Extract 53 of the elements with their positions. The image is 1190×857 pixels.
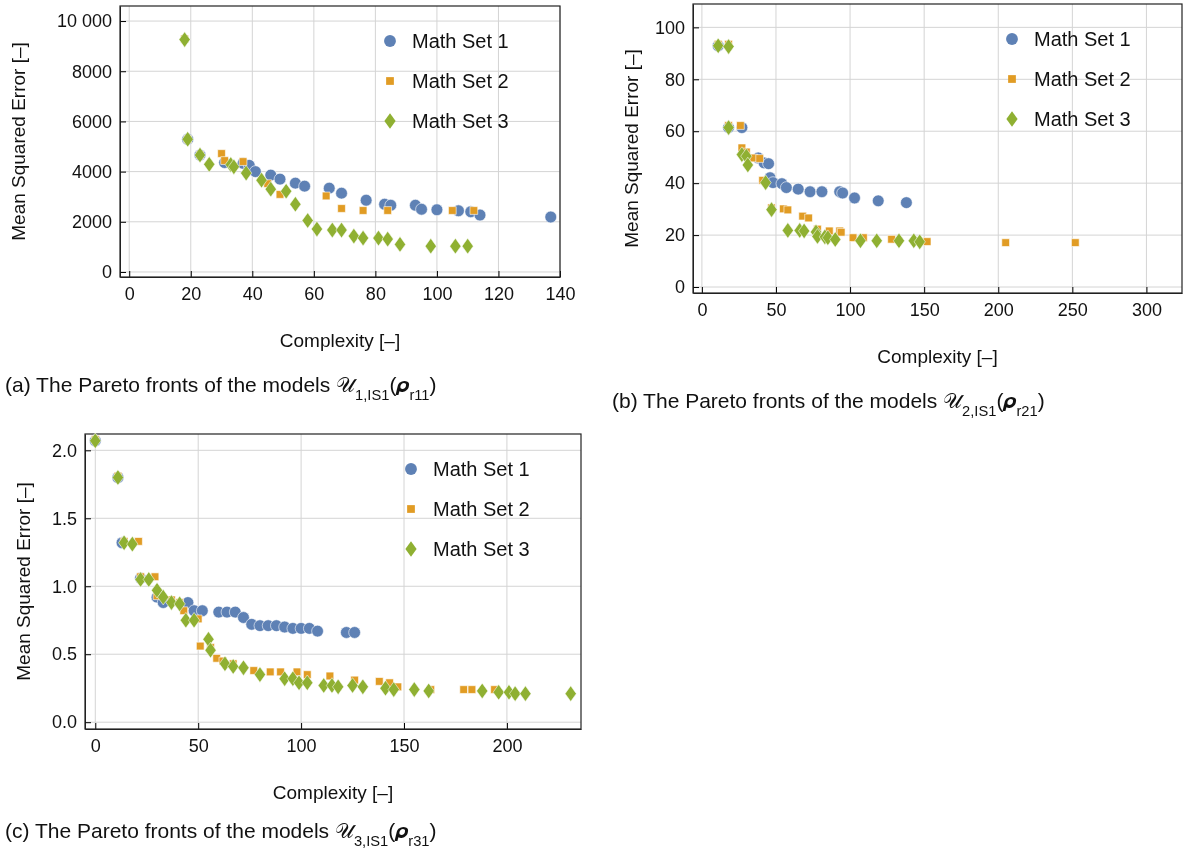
y-tick-label: 0 <box>101 262 112 283</box>
x-tick-label: 200 <box>983 299 1014 320</box>
y-tick-label: 0.5 <box>51 644 77 665</box>
legend-label: Math Set 2 <box>1034 68 1131 90</box>
legend-label: Math Set 3 <box>412 110 509 132</box>
x-tick-label: 20 <box>181 283 202 304</box>
y-tick-label: 2000 <box>71 212 112 233</box>
x-axis-title: Complexity [–] <box>272 782 394 803</box>
legend-label: Math Set 1 <box>1034 28 1131 50</box>
x-tick-label: 150 <box>909 299 940 320</box>
x-tick-label: 100 <box>286 735 317 756</box>
y-tick-label: 0.0 <box>51 712 77 733</box>
x-tick-label: 300 <box>1131 299 1162 320</box>
text: (b) The Pareto fronts of the models 𝒰$_{2,IS1}$(𝝆$_{r21}$) <box>612 389 1045 419</box>
x-tick-label: 60 <box>304 283 325 304</box>
x-tick-label: 120 <box>483 283 514 304</box>
x-tick-label: 140 <box>545 283 576 304</box>
x-tick-label: 100 <box>422 283 453 304</box>
x-axis-title: Complexity [–] <box>877 346 998 367</box>
legend-label: Math Set 3 <box>433 538 530 560</box>
y-tick-label: 2.0 <box>51 440 77 461</box>
y-tick-label: 8000 <box>71 61 112 82</box>
x-tick-label: 80 <box>365 283 386 304</box>
x-tick-label: 40 <box>242 283 263 304</box>
x-tick-label: 100 <box>835 299 866 320</box>
y-axis-title: Mean Squared Error [–] <box>621 49 642 248</box>
y-tick-label: 1.0 <box>51 576 77 597</box>
x-tick-label: 150 <box>389 735 420 756</box>
y-tick-label: 6000 <box>71 111 112 132</box>
legend-label: Math Set 1 <box>433 458 530 480</box>
legend-label: Math Set 3 <box>1034 108 1131 130</box>
x-tick-label: 50 <box>188 735 209 756</box>
x-tick-label: 0 <box>697 299 708 320</box>
legend-label: Math Set 2 <box>433 498 530 520</box>
x-tick-label: 50 <box>766 299 787 320</box>
y-tick-label: 40 <box>664 173 685 194</box>
y-tick-label: 80 <box>664 69 685 90</box>
y-tick-label: 60 <box>664 121 685 142</box>
x-tick-label: 250 <box>1057 299 1088 320</box>
x-tick-label: 200 <box>492 735 523 756</box>
y-tick-label: 100 <box>654 17 685 38</box>
y-axis-title: Mean Squared Error [–] <box>8 42 29 241</box>
text: (c) The Pareto fronts of the models 𝒰$_{3,IS1}$(𝝆$_{r31}$) <box>5 819 437 849</box>
y-tick-label: 1.5 <box>51 508 77 529</box>
legend-label: Math Set 2 <box>412 70 509 92</box>
legend-label: Math Set 1 <box>412 30 509 52</box>
y-tick-label: 10 000 <box>56 11 112 32</box>
text: (a) The Pareto fronts of the models 𝒰$_{1,IS1}$(𝝆$_{r11}$) <box>5 373 437 403</box>
y-tick-label: 4000 <box>71 161 112 182</box>
x-axis-title: Complexity [–] <box>279 330 401 351</box>
y-tick-label: 20 <box>664 225 685 246</box>
x-tick-label: 0 <box>124 283 135 304</box>
y-axis-title: Mean Squared Error [–] <box>13 482 34 681</box>
